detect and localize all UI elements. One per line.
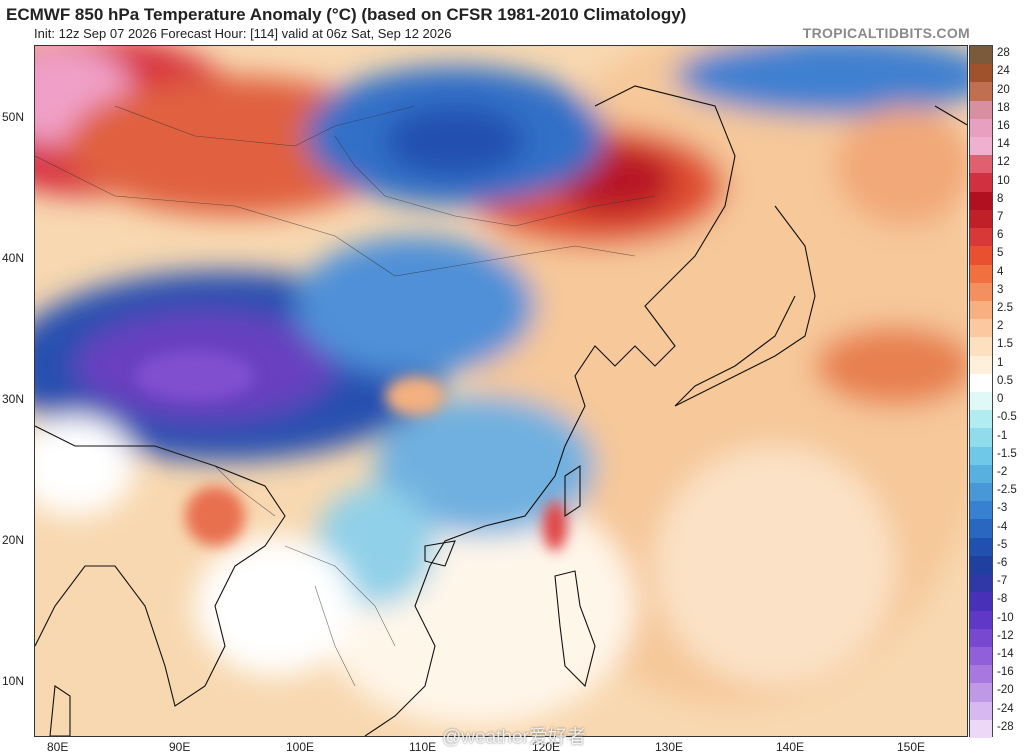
source-brand[interactable]: TROPICALTIDBITS.COM: [802, 25, 970, 41]
colorbar-label: -20: [997, 684, 1014, 697]
colorbar-label: -3: [997, 502, 1008, 515]
colorbar-label: 28: [997, 47, 1010, 60]
colorbar-label: 0: [997, 393, 1004, 406]
colorbar-segment: [970, 537, 992, 557]
colorbar-segment: [970, 137, 992, 156]
colorbar-segment: [970, 592, 992, 612]
colorbar-segment: [970, 209, 992, 229]
watermark: @weather爱好者: [442, 727, 586, 748]
colorbar-segment: [970, 82, 992, 102]
colorbar-segment: [970, 555, 992, 575]
map-subtitle: Init: 12z Sep 07 2026 Forecast Hour: [11…: [34, 26, 452, 41]
lat-label-50n: 50N: [2, 110, 25, 124]
colorbar-segment: [970, 519, 992, 539]
colorbar-segment: [970, 319, 992, 338]
colorbar-label: -0.5: [997, 411, 1017, 424]
colorbar-label: 12: [997, 156, 1010, 169]
lon-label-100e: 100E: [286, 740, 315, 754]
colorbar-segment: [970, 282, 992, 302]
colorbar-segment: [970, 64, 992, 83]
colorbar-label: -2: [997, 465, 1008, 478]
colorbar-label: 5: [997, 247, 1004, 260]
colorbar-segment: [970, 719, 992, 739]
colorbar-segment: [970, 373, 992, 393]
colorbar-segment: [970, 683, 992, 703]
colorbar-label: 2: [997, 320, 1004, 333]
colorbar-label: -8: [997, 593, 1008, 606]
colorbar-label: -4: [997, 520, 1008, 533]
colorbar-segment: [970, 118, 992, 138]
lon-label-80e: 80E: [47, 740, 69, 754]
colorbar-segment: [970, 246, 992, 266]
colorbar-label: -5: [997, 538, 1008, 551]
colorbar-label: 24: [997, 65, 1010, 78]
colorbar-label: 2.5: [997, 302, 1013, 315]
colorbar-segment: [970, 100, 992, 120]
lon-label-110e: 110E: [409, 740, 437, 754]
colorbar-segment: [970, 646, 992, 666]
lon-label-140e: 140E: [776, 740, 805, 754]
lat-label-10n: 10N: [2, 674, 25, 688]
colorbar-label: -7: [997, 575, 1008, 588]
colorbar-segment: [970, 665, 992, 684]
colorbar-label: 18: [997, 101, 1010, 114]
colorbar-segment: [970, 173, 992, 193]
colorbar-segment: [970, 155, 992, 174]
colorbar-segment: [970, 701, 992, 721]
colorbar-segment: [970, 392, 992, 411]
colorbar-segment: [970, 300, 992, 320]
colorbar-label: 3: [997, 283, 1004, 296]
colorbar-label: 7: [997, 211, 1004, 223]
colorbar-label: -16: [997, 666, 1014, 679]
colorbar-segment: [970, 337, 992, 357]
colorbar-segment: [970, 483, 992, 502]
colorbar-label: 0.5: [997, 374, 1013, 387]
colorbar-label: -1: [997, 429, 1008, 442]
colorbar-label: -6: [997, 557, 1008, 569]
colorbar-label: 1: [997, 356, 1004, 369]
colorbar-label: 4: [997, 265, 1004, 278]
colorbar-segment: [970, 410, 992, 429]
lat-label-20n: 20N: [2, 533, 25, 547]
colorbar-segment: [970, 228, 992, 247]
colorbar-label: -1.5: [997, 447, 1017, 460]
colorbar-segment: [970, 264, 992, 284]
lat-label-40n: 40N: [2, 251, 25, 265]
colorbar-label: -12: [997, 629, 1014, 642]
colorbar-segment: [970, 610, 992, 630]
colorbar-label: -28: [997, 720, 1014, 733]
lat-label-30n: 30N: [2, 392, 25, 406]
country-borders: [35, 105, 656, 687]
colorbar-label: 6: [997, 229, 1004, 242]
lon-label-120e: 120E: [532, 740, 561, 754]
anomaly-field: [35, 46, 967, 736]
colorbar-label: 16: [997, 119, 1010, 132]
colorbar-label: 20: [997, 83, 1010, 96]
colorbar-segment: [970, 464, 992, 484]
colorbar-segment: [970, 628, 992, 648]
colorbar-label: -24: [997, 702, 1014, 715]
lon-label-150e: 150E: [897, 740, 926, 754]
lon-label-130e: 130E: [655, 740, 684, 754]
colorbar-label: 14: [997, 138, 1010, 151]
colorbar-segment: [970, 191, 992, 211]
colorbar-segment: [970, 355, 992, 375]
colorbar-label: 10: [997, 174, 1010, 187]
colorbar-label: 8: [997, 192, 1004, 205]
colorbar: [969, 45, 993, 739]
colorbar-label: -14: [997, 648, 1014, 661]
colorbar-label: 1.5: [997, 338, 1013, 351]
colorbar-label: -2.5: [997, 484, 1017, 497]
colorbar-segment: [970, 428, 992, 448]
anomaly-map: [34, 45, 968, 737]
colorbar-segment: [970, 46, 992, 65]
colorbar-label: -10: [997, 611, 1014, 624]
lon-label-90e: 90E: [169, 740, 191, 754]
colorbar-segment: [970, 501, 992, 520]
map-title: ECMWF 850 hPa Temperature Anomaly (°C) (…: [6, 5, 687, 24]
colorbar-segment: [970, 574, 992, 593]
colorbar-segment: [970, 446, 992, 466]
